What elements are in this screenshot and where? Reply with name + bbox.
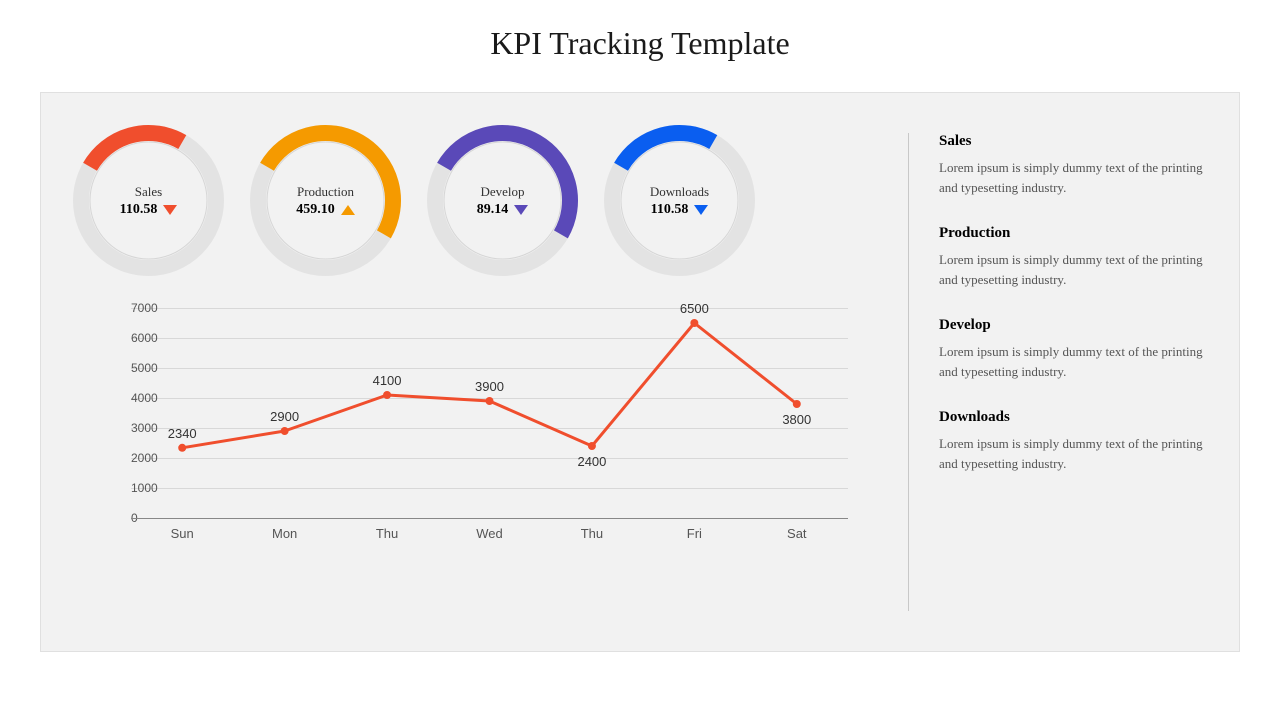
gauge-value: 89.14 xyxy=(477,202,509,218)
gauge-develop: Develop 89.14 xyxy=(425,123,580,278)
description-title: Develop xyxy=(939,317,1204,334)
x-axis-label: Sun xyxy=(171,526,194,541)
gauge-label: Sales xyxy=(135,184,162,200)
x-axis-label: Mon xyxy=(272,526,297,541)
gauge-value: 110.58 xyxy=(120,202,158,218)
data-label: 2400 xyxy=(577,454,606,469)
x-axis-label: Thu xyxy=(581,526,603,541)
description-text: Lorem ipsum is simply dummy text of the … xyxy=(939,434,1204,473)
trend-down-icon xyxy=(514,205,528,215)
page-title: KPI Tracking Template xyxy=(0,0,1280,82)
data-label: 3800 xyxy=(782,412,811,427)
gauge-value: 110.58 xyxy=(651,202,689,218)
trend-down-icon xyxy=(694,205,708,215)
description-text: Lorem ipsum is simply dummy text of the … xyxy=(939,158,1204,197)
description-title: Downloads xyxy=(939,409,1204,426)
dashboard-panel: Sales110.58Production459.10Develop89.14D… xyxy=(40,92,1240,652)
data-label: 2900 xyxy=(270,409,299,424)
right-column: Sales Lorem ipsum is simply dummy text of… xyxy=(909,93,1239,651)
gauge-downloads: Downloads 110.58 xyxy=(602,123,757,278)
x-axis-label: Sat xyxy=(787,526,807,541)
x-axis-label: Fri xyxy=(687,526,702,541)
gauge-label: Downloads xyxy=(650,184,709,200)
description-title: Production xyxy=(939,225,1204,242)
description-production: Production Lorem ipsum is simply dummy te… xyxy=(939,225,1204,289)
description-text: Lorem ipsum is simply dummy text of the … xyxy=(939,250,1204,289)
gauge-sales: Sales 110.58 xyxy=(71,123,226,278)
data-label: 2340 xyxy=(168,426,197,441)
description-sales: Sales Lorem ipsum is simply dummy text of… xyxy=(939,133,1204,197)
line-chart: 0100020003000400050006000700023402900410… xyxy=(81,308,858,548)
data-label: 3900 xyxy=(475,379,504,394)
data-label: 4100 xyxy=(373,373,402,388)
description-downloads: Downloads Lorem ipsum is simply dummy tex… xyxy=(939,409,1204,473)
description-text: Lorem ipsum is simply dummy text of the … xyxy=(939,342,1204,381)
description-title: Sales xyxy=(939,133,1204,150)
gauge-label: Develop xyxy=(480,184,524,200)
gauge-label: Production xyxy=(297,184,354,200)
description-develop: Develop Lorem ipsum is simply dummy text … xyxy=(939,317,1204,381)
x-axis-label: Thu xyxy=(376,526,398,541)
trend-down-icon xyxy=(163,205,177,215)
gauges-row: Sales110.58Production459.10Develop89.14D… xyxy=(71,123,888,278)
x-axis-label: Wed xyxy=(476,526,503,541)
left-column: Sales110.58Production459.10Develop89.14D… xyxy=(41,93,908,651)
gauge-value: 459.10 xyxy=(296,202,335,218)
trend-up-icon xyxy=(341,205,355,215)
gauge-production: Production 459.10 xyxy=(248,123,403,278)
data-label: 6500 xyxy=(680,301,709,316)
